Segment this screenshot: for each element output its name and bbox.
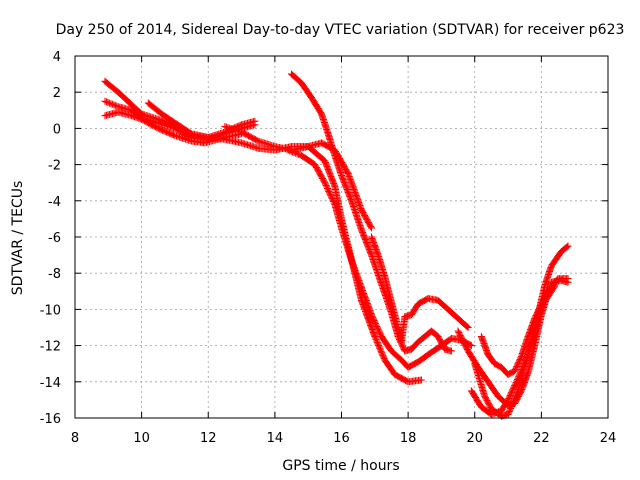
y-tick-label: 2: [53, 86, 61, 101]
y-tick-label: -6: [48, 231, 61, 246]
x-tick-label: 14: [267, 431, 284, 446]
x-tick-label: 12: [200, 431, 217, 446]
y-tick-label: -8: [48, 267, 61, 282]
x-tick-label: 16: [333, 431, 350, 446]
x-tick-label: 22: [533, 431, 550, 446]
y-tick-label: -14: [40, 376, 61, 391]
y-tick-label: -16: [40, 412, 61, 427]
data-markers: [467, 275, 572, 418]
y-tick-label: 4: [53, 50, 61, 65]
x-axis-title: GPS time / hours: [282, 458, 399, 474]
x-tick-label: 24: [600, 431, 617, 446]
y-axis-title: SDTVAR / TECUs: [10, 181, 26, 296]
x-tick-label: 10: [133, 431, 150, 446]
x-tick-label: 8: [71, 431, 79, 446]
y-tick-label: -12: [40, 340, 61, 355]
plot-area: [101, 70, 572, 420]
y-tick-label: -2: [48, 159, 61, 174]
x-tick-label: 18: [400, 431, 417, 446]
data-series-track-12: [467, 275, 572, 418]
y-tick-label: -4: [48, 195, 61, 210]
y-tick-label: 0: [53, 122, 61, 137]
data-series-track-8: [368, 233, 472, 346]
y-tick-label: -10: [40, 303, 61, 318]
x-tick-label: 20: [466, 431, 483, 446]
chart-title: Day 250 of 2014, Sidereal Day-to-day VTE…: [56, 22, 625, 38]
data-markers: [368, 233, 472, 346]
